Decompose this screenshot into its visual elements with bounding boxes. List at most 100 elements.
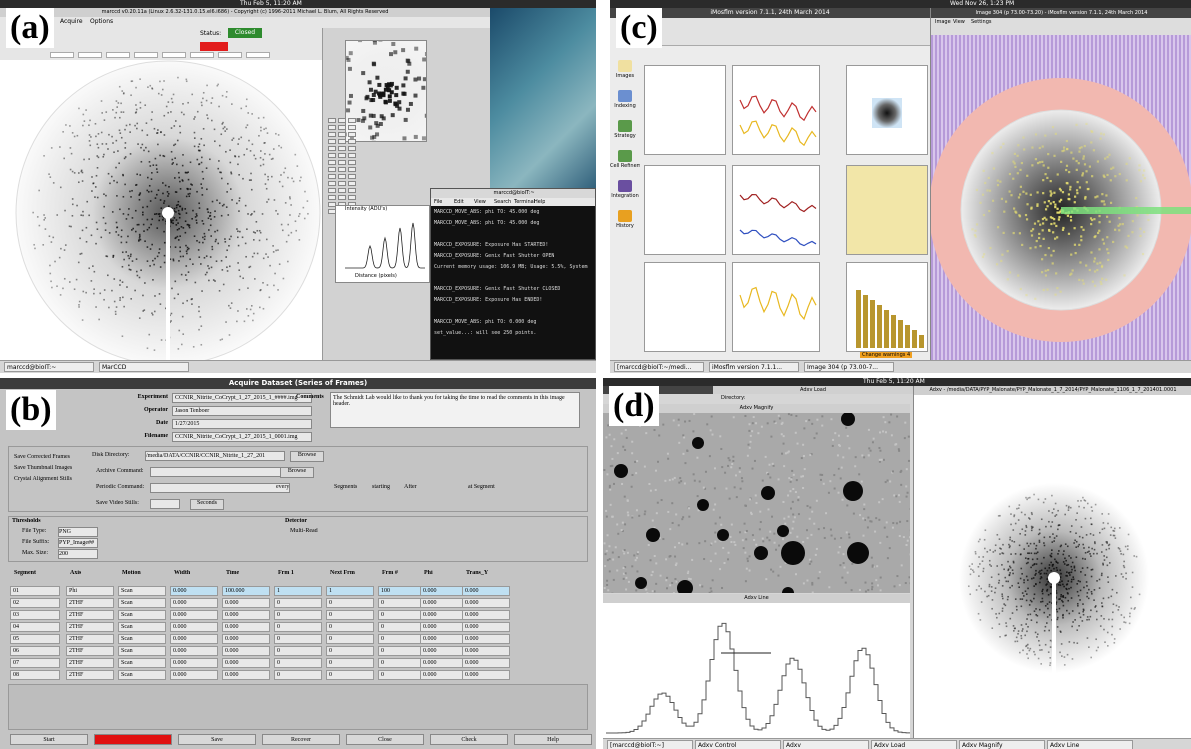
table-cell[interactable]: 0.000: [222, 634, 270, 644]
sidebar-item[interactable]: Strategy: [610, 133, 640, 139]
table-cell[interactable]: 0.000: [462, 622, 510, 632]
input[interactable]: /media/DATA/CCNIR/CCNIR_Nitrite_1_27_201: [145, 451, 285, 461]
table-cell[interactable]: Scan: [118, 586, 166, 596]
table-cell[interactable]: 0: [326, 634, 374, 644]
table-cell[interactable]: 02: [10, 598, 60, 608]
menu-item[interactable]: Settings: [971, 19, 992, 25]
table-cell[interactable]: 0: [326, 598, 374, 608]
sidebar-item[interactable]: Integration: [610, 193, 640, 199]
table-cell[interactable]: 0.000: [420, 670, 468, 680]
table-cell[interactable]: Scan: [118, 610, 166, 620]
table-cell[interactable]: 0: [378, 670, 426, 680]
button[interactable]: Close: [346, 734, 424, 745]
table-cell[interactable]: 0: [378, 598, 426, 608]
menu-item[interactable]: Help: [534, 198, 545, 206]
taskbar-item[interactable]: Adxv Load: [871, 740, 957, 749]
table-cell[interactable]: 0: [378, 658, 426, 668]
table-cell[interactable]: 0: [274, 646, 322, 656]
table-cell[interactable]: 0.000: [170, 610, 218, 620]
taskbar-item[interactable]: MarCCD: [99, 362, 189, 372]
button[interactable]: Save: [178, 734, 256, 745]
table-cell[interactable]: 0.000: [170, 622, 218, 632]
table-cell[interactable]: 2THF: [66, 622, 114, 632]
button[interactable]: Help: [514, 734, 592, 745]
table-cell[interactable]: 08: [10, 670, 60, 680]
table-cell[interactable]: 0: [326, 646, 374, 656]
table-cell[interactable]: 0: [274, 670, 322, 680]
button[interactable]: Seconds: [190, 499, 224, 510]
taskbar-item[interactable]: Image 304 (p 73.00-7...: [804, 362, 894, 372]
table-cell[interactable]: 0.000: [462, 586, 510, 596]
field-label[interactable]: Periodic Command:: [96, 484, 144, 490]
table-cell[interactable]: 0: [274, 622, 322, 632]
field-value[interactable]: Jason Tenboer: [172, 406, 312, 416]
taskbar-item[interactable]: [marccd@bioIT:~/medi...: [614, 362, 704, 372]
menu-item[interactable]: View: [474, 198, 486, 206]
table-cell[interactable]: 05: [10, 634, 60, 644]
field-label[interactable]: Disk Directory:: [92, 452, 130, 458]
menu-item[interactable]: Acquire: [60, 18, 83, 25]
table-cell[interactable]: 0.000: [420, 634, 468, 644]
table-cell[interactable]: 0: [378, 610, 426, 620]
table-cell[interactable]: Scan: [118, 670, 166, 680]
table-cell[interactable]: 0.000: [170, 658, 218, 668]
table-cell[interactable]: 0.000: [462, 646, 510, 656]
table-cell[interactable]: 0: [274, 634, 322, 644]
table-cell[interactable]: 0: [326, 622, 374, 632]
table-cell[interactable]: 0.000: [420, 586, 468, 596]
table-cell[interactable]: 0: [274, 658, 322, 668]
button[interactable]: Start: [10, 734, 88, 745]
table-cell[interactable]: 0.000: [420, 610, 468, 620]
table-cell[interactable]: 0.000: [170, 598, 218, 608]
taskbar-item[interactable]: Adxv Magnify: [959, 740, 1045, 749]
checkbox[interactable]: Crystal Alignment Stills: [14, 476, 72, 482]
table-cell[interactable]: Scan: [118, 658, 166, 668]
table-cell[interactable]: 100: [378, 586, 426, 596]
table-cell[interactable]: 2THF: [66, 598, 114, 608]
input[interactable]: 200: [58, 549, 98, 559]
field-label[interactable]: Archive Command:: [96, 468, 144, 474]
table-cell[interactable]: 0.000: [222, 610, 270, 620]
input[interactable]: PYP_Image##: [58, 538, 98, 548]
table-cell[interactable]: 0.000: [420, 646, 468, 656]
table-cell[interactable]: 01: [10, 586, 60, 596]
button[interactable]: Browse: [290, 451, 324, 462]
sidebar-item[interactable]: Images: [610, 73, 640, 79]
taskbar-item[interactable]: marccd@bioIT:~: [4, 362, 94, 372]
input[interactable]: PNG: [58, 527, 98, 537]
table-cell[interactable]: 0.000: [222, 646, 270, 656]
table-cell[interactable]: 0.000: [462, 658, 510, 668]
checkbox[interactable]: Multi-Read: [290, 528, 318, 534]
table-cell[interactable]: 0.000: [462, 598, 510, 608]
table-cell[interactable]: 0: [378, 646, 426, 656]
table-cell[interactable]: Scan: [118, 622, 166, 632]
taskbar-item[interactable]: Adxv: [783, 740, 869, 749]
table-cell[interactable]: 0.000: [170, 586, 218, 596]
table-cell[interactable]: 100.000: [222, 586, 270, 596]
table-cell[interactable]: 0.000: [222, 598, 270, 608]
table-cell[interactable]: 06: [10, 646, 60, 656]
field-value[interactable]: 1/27/2015: [172, 419, 312, 429]
table-cell[interactable]: 0: [326, 610, 374, 620]
table-cell[interactable]: 0.000: [420, 658, 468, 668]
table-cell[interactable]: 0.000: [170, 634, 218, 644]
menu-item[interactable]: Terminal: [514, 198, 535, 206]
taskbar-item[interactable]: iMosflm version 7.1.1...: [709, 362, 799, 372]
table-cell[interactable]: 0: [274, 598, 322, 608]
table-cell[interactable]: 1: [326, 586, 374, 596]
table-cell[interactable]: 0.000: [170, 670, 218, 680]
label[interactable]: starting: [372, 484, 390, 490]
taskbar-item[interactable]: Adxv Line: [1047, 740, 1133, 749]
table-cell[interactable]: 0.000: [462, 634, 510, 644]
label[interactable]: After: [404, 484, 417, 490]
menu-item[interactable]: Search: [494, 198, 511, 206]
button[interactable]: Check: [430, 734, 508, 745]
sidebar-item[interactable]: Cell Refinement: [610, 163, 640, 169]
table-cell[interactable]: 2THF: [66, 610, 114, 620]
field-label[interactable]: Save Video Stills:: [96, 500, 139, 506]
table-cell[interactable]: 0.000: [420, 598, 468, 608]
table-cell[interactable]: 0.000: [222, 622, 270, 632]
field-value[interactable]: CCNIR_Nitrite_CoCrypt_1_27_2015_1_0001.i…: [172, 432, 312, 442]
table-cell[interactable]: 0.000: [170, 646, 218, 656]
button[interactable]: Browse: [280, 467, 314, 478]
